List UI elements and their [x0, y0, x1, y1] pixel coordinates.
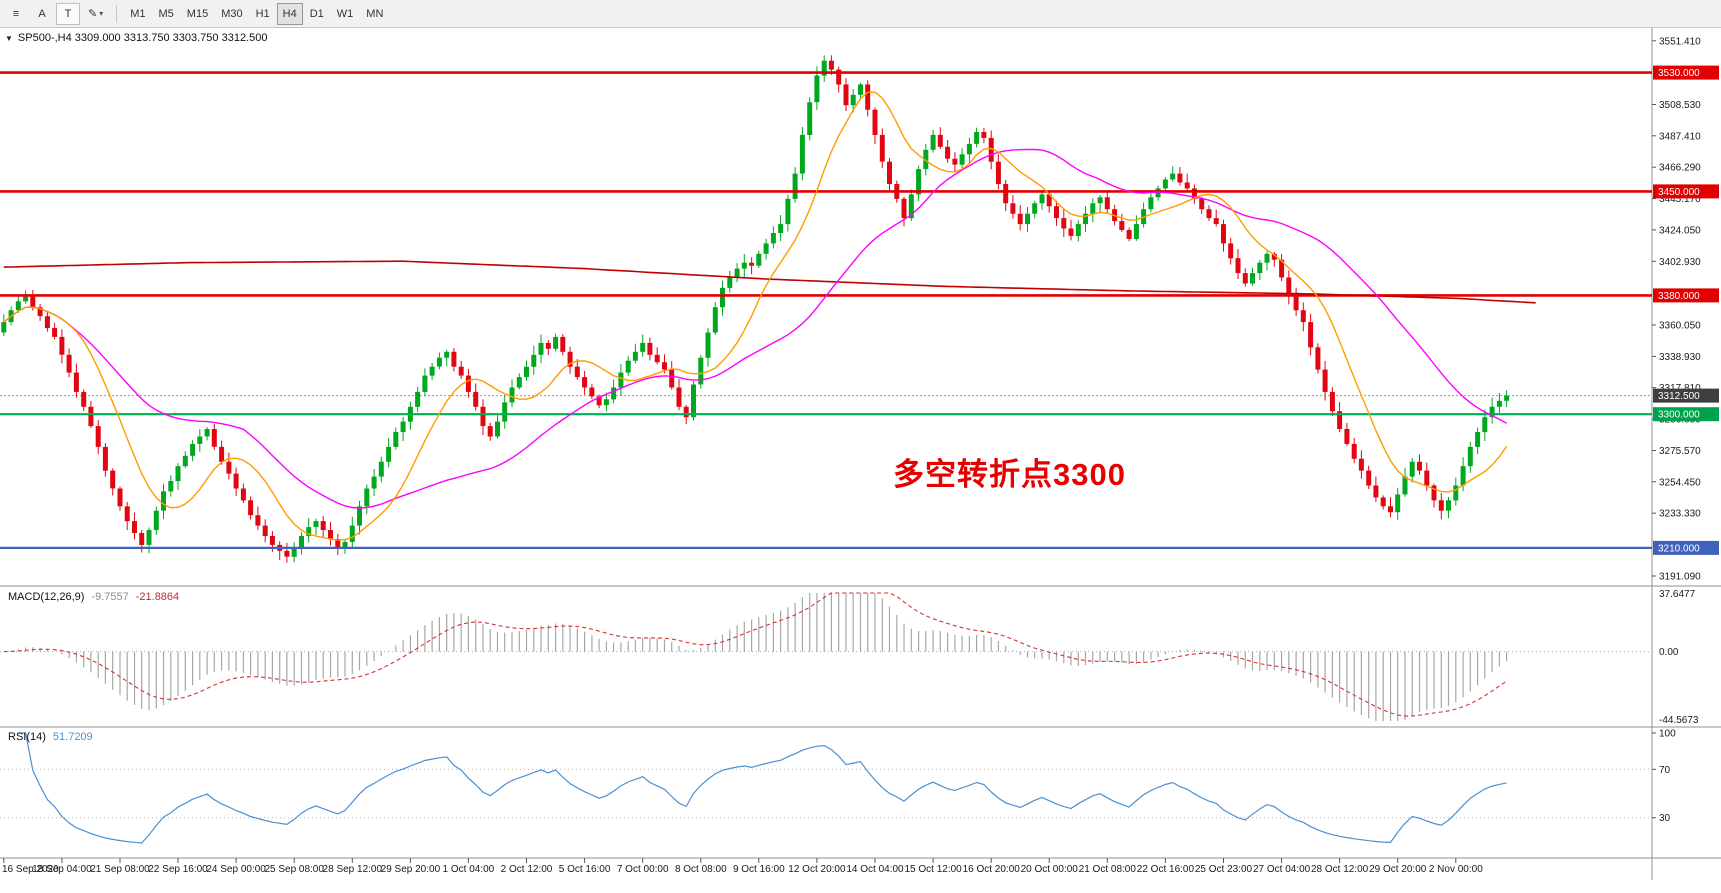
price-axis-panel[interactable] — [1652, 28, 1721, 858]
macd-histogram — [10, 593, 1508, 721]
svg-text:28 Oct 12:00: 28 Oct 12:00 — [1311, 864, 1369, 875]
svg-text:3210.000: 3210.000 — [1658, 543, 1700, 554]
timeframe-button-m15[interactable]: M15 — [181, 3, 214, 25]
svg-text:21 Oct 08:00: 21 Oct 08:00 — [1079, 864, 1137, 875]
svg-text:14 Oct 04:00: 14 Oct 04:00 — [846, 864, 904, 875]
timeframe-group: M1 M5 M15 M30 H1 H4 D1 W1 MN — [124, 2, 389, 25]
svg-text:28 Sep 12:00: 28 Sep 12:00 — [323, 864, 383, 875]
svg-text:3338.930: 3338.930 — [1659, 352, 1701, 363]
timeframe-button-mn[interactable]: MN — [360, 3, 389, 25]
svg-text:3191.090: 3191.090 — [1659, 572, 1701, 583]
svg-text:3445.170: 3445.170 — [1659, 194, 1701, 205]
svg-text:18 Sep 04:00: 18 Sep 04:00 — [32, 864, 92, 875]
time-axis-panel[interactable] — [0, 858, 1721, 893]
svg-text:3254.450: 3254.450 — [1659, 477, 1701, 488]
svg-text:3466.290: 3466.290 — [1659, 163, 1701, 174]
text-tool-icon[interactable]: T — [56, 2, 80, 25]
toolbar: ≡ A T ✎ ▾ M1 M5 M15 M30 H1 H4 D1 W1 MN — [0, 0, 1721, 28]
svg-text:3300.000: 3300.000 — [1658, 410, 1700, 421]
svg-text:7 Oct 00:00: 7 Oct 00:00 — [617, 864, 669, 875]
macd-axis-label: 37.6477 — [1659, 589, 1696, 600]
svg-text:1 Oct 04:00: 1 Oct 04:00 — [443, 864, 495, 875]
symbol-info: ▼ SP500-,H4 3309.000 3313.750 3303.750 3… — [5, 32, 267, 44]
svg-text:3508.530: 3508.530 — [1659, 100, 1701, 111]
text-label-tool-icon[interactable]: A — [30, 3, 54, 25]
macd-axis-label: -44.5673 — [1659, 715, 1699, 726]
macd-signal-value: -21.8864 — [135, 591, 180, 603]
chevron-down-icon: ▾ — [99, 9, 104, 18]
svg-text:25 Oct 23:00: 25 Oct 23:00 — [1195, 864, 1253, 875]
timeframe-button-m1[interactable]: M1 — [124, 3, 151, 25]
macd-signal-line — [3, 592, 1507, 717]
svg-text:20 Oct 00:00: 20 Oct 00:00 — [1021, 864, 1079, 875]
rsi-label: RSI(14) 51.7209 — [8, 731, 93, 743]
timeframe-button-w1[interactable]: W1 — [331, 3, 360, 25]
timeframe-button-h4[interactable]: H4 — [276, 2, 303, 25]
timeframe-button-h1[interactable]: H1 — [250, 3, 276, 25]
svg-text:70: 70 — [1659, 765, 1671, 776]
svg-text:24 Sep 00:00: 24 Sep 00:00 — [206, 864, 266, 875]
chart-annotation: 多空转折点3300 — [893, 457, 1126, 492]
macd-axis-label: 0.00 — [1659, 647, 1679, 658]
price-badges: 3530.000 3450.000 3380.000 3300.000 3210.000… — [1653, 65, 1719, 555]
svg-text:3380.000: 3380.000 — [1658, 291, 1700, 302]
svg-text:2 Oct 12:00: 2 Oct 12:00 — [501, 864, 553, 875]
svg-text:16 Oct 20:00: 16 Oct 20:00 — [963, 864, 1021, 875]
main-chart-panel[interactable] — [0, 28, 1652, 585]
medium-ma-line — [3, 148, 1507, 509]
svg-text:29 Sep 20:00: 29 Sep 20:00 — [381, 864, 441, 875]
draw-tool-icon[interactable]: ✎ ▾ — [82, 3, 109, 25]
svg-text:25 Sep 08:00: 25 Sep 08:00 — [264, 864, 324, 875]
svg-text:3402.930: 3402.930 — [1659, 257, 1701, 268]
chart-menu-icon[interactable]: ≡ — [4, 3, 28, 25]
rsi-line — [18, 732, 1507, 844]
macd-label: MACD(12,26,9) -9.7557 -21.8864 — [8, 591, 179, 603]
svg-text:3275.570: 3275.570 — [1659, 446, 1701, 457]
svg-text:5 Oct 16:00: 5 Oct 16:00 — [559, 864, 611, 875]
candlestick-layer — [1, 55, 1510, 563]
macd-panel[interactable] — [0, 589, 1652, 725]
macd-main-value: -9.7557 — [91, 591, 129, 603]
svg-text:3487.410: 3487.410 — [1659, 131, 1701, 142]
timeframe-button-d1[interactable]: D1 — [304, 3, 330, 25]
svg-text:21 Sep 08:00: 21 Sep 08:00 — [90, 864, 150, 875]
timeframe-button-m5[interactable]: M5 — [153, 3, 180, 25]
svg-text:22 Sep 16:00: 22 Sep 16:00 — [148, 864, 208, 875]
svg-text:15 Oct 12:00: 15 Oct 12:00 — [904, 864, 962, 875]
timeframe-button-m30[interactable]: M30 — [215, 3, 248, 25]
svg-text:3233.330: 3233.330 — [1659, 509, 1701, 520]
svg-text:3360.050: 3360.050 — [1659, 321, 1701, 332]
rsi-panel[interactable] — [0, 729, 1652, 858]
svg-text:9 Oct 16:00: 9 Oct 16:00 — [733, 864, 785, 875]
svg-text:16 Sep 2020: 16 Sep 2020 — [2, 864, 59, 875]
svg-text:3551.410: 3551.410 — [1659, 36, 1701, 47]
svg-text:8 Oct 08:00: 8 Oct 08:00 — [675, 864, 727, 875]
fast-ma-line — [3, 91, 1508, 541]
macd-name: MACD(12,26,9) — [8, 591, 85, 603]
toolbar-separator — [116, 4, 118, 23]
rsi-name: RSI(14) — [8, 731, 46, 743]
svg-text:2 Nov 00:00: 2 Nov 00:00 — [1429, 864, 1483, 875]
svg-text:3424.050: 3424.050 — [1659, 225, 1701, 236]
svg-text:22 Oct 16:00: 22 Oct 16:00 — [1137, 864, 1195, 875]
symbol-ohlc-text: SP500-,H4 3309.000 3313.750 3303.750 331… — [17, 32, 268, 44]
svg-text:3312.500: 3312.500 — [1658, 391, 1700, 402]
svg-text:3450.000: 3450.000 — [1658, 187, 1700, 198]
svg-text:12 Oct 20:00: 12 Oct 20:00 — [788, 864, 846, 875]
svg-text:27 Oct 04:00: 27 Oct 04:00 — [1253, 864, 1311, 875]
svg-text:100: 100 — [1659, 729, 1676, 740]
svg-text:29 Oct 20:00: 29 Oct 20:00 — [1369, 864, 1427, 875]
svg-text:30: 30 — [1659, 813, 1671, 824]
rsi-value: 51.7209 — [52, 731, 93, 743]
objects-dropdown-icon[interactable]: ▼ — [5, 33, 13, 43]
svg-text:3530.000: 3530.000 — [1658, 68, 1700, 79]
